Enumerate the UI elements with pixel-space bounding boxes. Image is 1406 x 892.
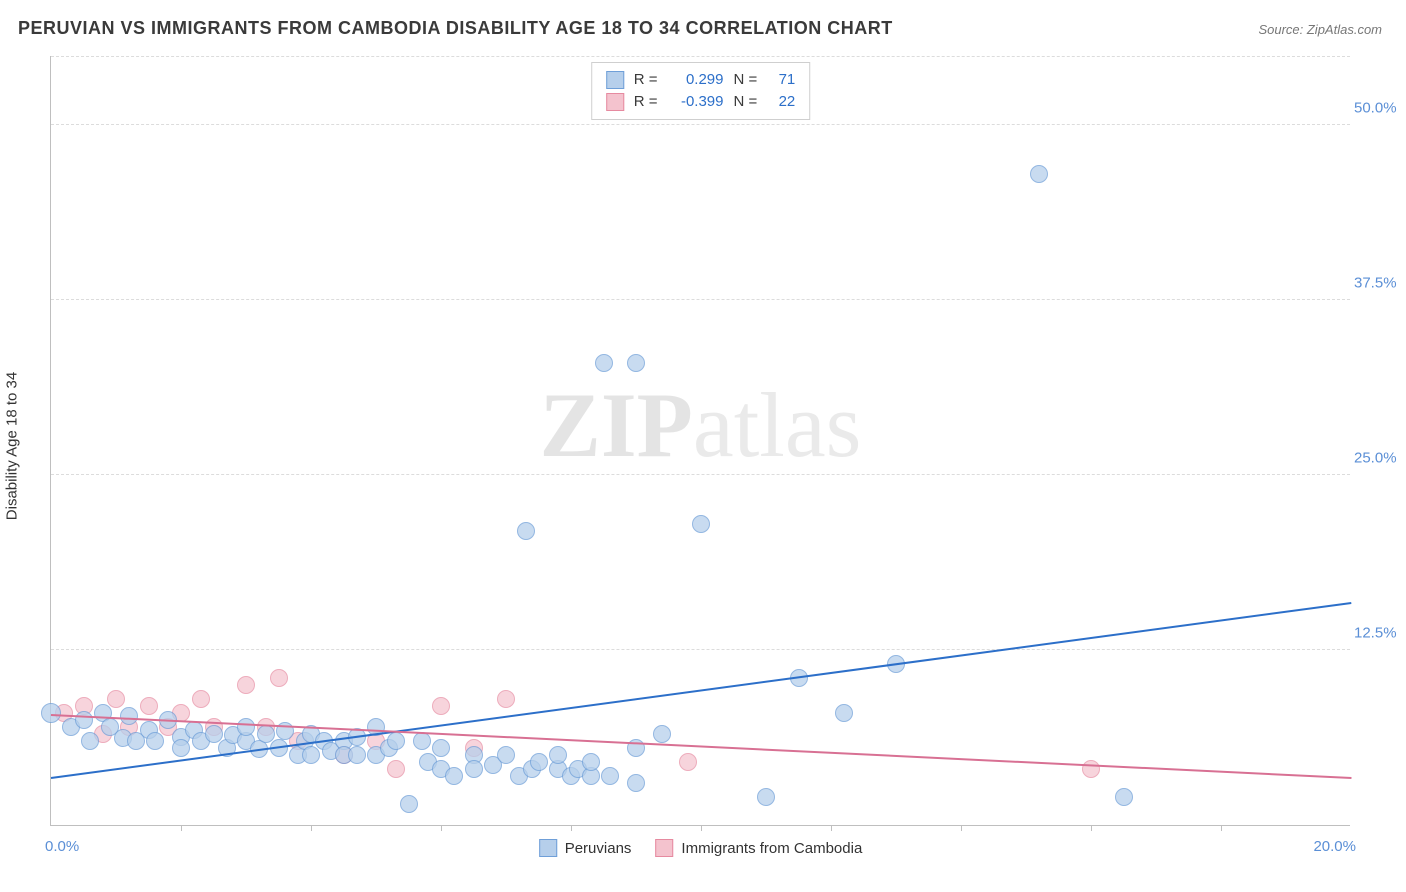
- scatter-point: [653, 725, 671, 743]
- legend-swatch: [539, 839, 557, 857]
- scatter-point: [413, 732, 431, 750]
- legend-swatch: [606, 93, 624, 111]
- scatter-point: [679, 753, 697, 771]
- scatter-point: [627, 354, 645, 372]
- x-axis-origin-label: 0.0%: [45, 838, 79, 855]
- plot-area: ZIPatlas R =0.299N =71R =-0.399N =22 Per…: [50, 56, 1350, 826]
- x-tick-mark: [311, 825, 312, 831]
- gridline-h: [51, 299, 1350, 300]
- x-tick-mark: [181, 825, 182, 831]
- scatter-point: [1115, 788, 1133, 806]
- scatter-point: [835, 704, 853, 722]
- scatter-point: [400, 795, 418, 813]
- y-axis-label: Disability Age 18 to 34: [4, 372, 21, 520]
- legend-item: Peruvians: [539, 839, 632, 857]
- scatter-point: [107, 690, 125, 708]
- legend-series: Peruvians Immigrants from Cambodia: [539, 839, 863, 857]
- x-tick-mark: [1221, 825, 1222, 831]
- scatter-point: [192, 690, 210, 708]
- legend-row: R =0.299N =71: [606, 69, 796, 91]
- y-tick-label: 25.0%: [1354, 450, 1406, 467]
- scatter-point: [432, 697, 450, 715]
- scatter-point: [757, 788, 775, 806]
- scatter-point: [1030, 165, 1048, 183]
- scatter-point: [627, 774, 645, 792]
- y-tick-label: 12.5%: [1354, 625, 1406, 642]
- scatter-point: [1082, 760, 1100, 778]
- chart-source: Source: ZipAtlas.com: [1258, 22, 1382, 37]
- legend-label: Peruvians: [565, 840, 632, 857]
- x-tick-mark: [701, 825, 702, 831]
- scatter-point: [530, 753, 548, 771]
- scatter-point: [270, 669, 288, 687]
- scatter-point: [146, 732, 164, 750]
- x-tick-mark: [1091, 825, 1092, 831]
- legend-item: Immigrants from Cambodia: [655, 839, 862, 857]
- gridline-h: [51, 649, 1350, 650]
- y-tick-label: 50.0%: [1354, 100, 1406, 117]
- scatter-point: [75, 711, 93, 729]
- x-tick-mark: [571, 825, 572, 831]
- x-axis-end-label: 20.0%: [1313, 838, 1356, 855]
- gridline-h: [51, 56, 1350, 57]
- scatter-point: [465, 760, 483, 778]
- x-tick-mark: [441, 825, 442, 831]
- legend-row: R =-0.399N =22: [606, 91, 796, 113]
- x-tick-mark: [831, 825, 832, 831]
- scatter-point: [582, 753, 600, 771]
- scatter-point: [237, 718, 255, 736]
- scatter-point: [140, 697, 158, 715]
- scatter-point: [387, 732, 405, 750]
- scatter-point: [497, 690, 515, 708]
- scatter-point: [445, 767, 463, 785]
- legend-swatch: [606, 71, 624, 89]
- watermark: ZIPatlas: [540, 372, 862, 478]
- scatter-point: [120, 707, 138, 725]
- y-tick-label: 37.5%: [1354, 275, 1406, 292]
- scatter-point: [517, 522, 535, 540]
- scatter-point: [237, 676, 255, 694]
- scatter-point: [595, 354, 613, 372]
- chart-title: PERUVIAN VS IMMIGRANTS FROM CAMBODIA DIS…: [18, 18, 893, 39]
- scatter-point: [692, 515, 710, 533]
- legend-swatch: [655, 839, 673, 857]
- gridline-h: [51, 474, 1350, 475]
- scatter-point: [387, 760, 405, 778]
- scatter-point: [549, 746, 567, 764]
- scatter-point: [172, 739, 190, 757]
- scatter-point: [81, 732, 99, 750]
- scatter-point: [497, 746, 515, 764]
- scatter-point: [348, 746, 366, 764]
- scatter-point: [432, 739, 450, 757]
- gridline-h: [51, 124, 1350, 125]
- scatter-point: [601, 767, 619, 785]
- scatter-point: [302, 746, 320, 764]
- x-tick-mark: [961, 825, 962, 831]
- legend-label: Immigrants from Cambodia: [681, 840, 862, 857]
- legend-correlation: R =0.299N =71R =-0.399N =22: [591, 62, 811, 120]
